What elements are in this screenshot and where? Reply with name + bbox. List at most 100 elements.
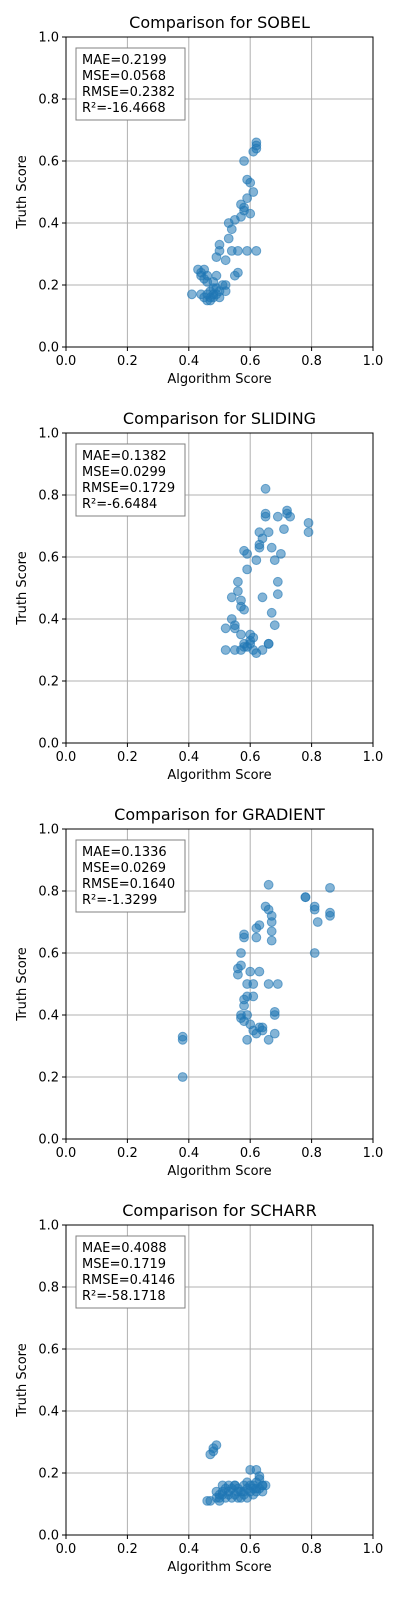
y-tick-label: 0.4 [38, 217, 59, 232]
data-point [220, 255, 231, 266]
data-point [208, 283, 219, 294]
data-point [260, 483, 271, 494]
y-tick-label: 0.8 [38, 1281, 59, 1296]
data-point [242, 246, 253, 256]
stats-line: MAE=0.2199 [82, 53, 167, 68]
data-point [266, 926, 277, 937]
y-tick-label: 0.2 [38, 1071, 59, 1086]
data-point [263, 879, 274, 890]
data-point [266, 910, 277, 921]
data-point [269, 555, 280, 565]
axes-frame [65, 36, 374, 348]
data-point [279, 524, 289, 534]
x-tick-label: 0.6 [240, 354, 261, 369]
x-tick-label: 0.6 [240, 1146, 261, 1161]
data-point [239, 156, 249, 166]
stats-line: MAE=0.1382 [82, 449, 167, 464]
x-tick-label: 0.6 [240, 750, 261, 765]
data-point [233, 246, 243, 256]
data-point [251, 555, 262, 565]
data-point [272, 576, 283, 587]
data-point [257, 645, 268, 655]
y-tick-label: 1.0 [38, 31, 59, 46]
data-point [254, 542, 265, 553]
stats-box [75, 47, 186, 121]
data-point [236, 595, 246, 606]
data-point [236, 960, 246, 971]
data-point [236, 948, 246, 958]
x-tick-label: 0.4 [178, 1146, 199, 1161]
stats-box [75, 839, 186, 913]
y-tick-label: 0.8 [38, 489, 59, 504]
x-tick-label: 1.0 [363, 1146, 384, 1161]
stats-box [75, 443, 186, 517]
chart-2: 0.0 0.2 0.4 0.6 0.8 1.0 0.0 0.2 0.4 0.6 0.8 1.0 Comp… [15, 409, 383, 783]
x-tick-label: 0.8 [301, 354, 322, 369]
x-tick-label: 0.0 [56, 1146, 77, 1161]
y-axis-label: Truth Score [15, 947, 30, 1022]
data-point [211, 270, 222, 281]
y-tick-label: 0.2 [38, 279, 59, 294]
data-point [325, 907, 335, 918]
data-point [269, 1007, 280, 1017]
y-tick-label: 0.2 [38, 675, 59, 690]
stats-line: MSE=0.0568 [82, 69, 166, 84]
y-tick-label: 0.8 [38, 885, 59, 900]
data-point [309, 901, 320, 912]
y-axis-label: Truth Score [15, 1343, 30, 1418]
data-point [266, 542, 277, 553]
stats-line: R²=-6.6484 [82, 497, 157, 512]
stats-line: RMSE=0.4146 [82, 1273, 175, 1288]
x-tick-label: 0.2 [117, 750, 138, 765]
x-tick-label: 0.2 [117, 1146, 138, 1161]
data-point [220, 623, 231, 634]
axes-frame [65, 1224, 374, 1536]
data-point [242, 549, 253, 559]
x-tick-label: 1.0 [363, 354, 384, 369]
data-point [266, 607, 277, 618]
data-point [233, 267, 243, 278]
x-tick-label: 0.2 [117, 354, 138, 369]
data-point [272, 979, 283, 989]
y-tick-label: 1.0 [38, 823, 59, 838]
data-point [229, 623, 240, 634]
data-point [248, 991, 259, 1002]
y-axis-label: Truth Score [15, 551, 30, 626]
data-point [300, 892, 311, 903]
x-tick-label: 0.8 [301, 1542, 322, 1557]
y-tick-label: 0.6 [38, 1343, 59, 1358]
data-point [248, 979, 259, 989]
x-tick-label: 0.8 [301, 1146, 322, 1161]
data-point [214, 1492, 225, 1503]
data-point [312, 917, 323, 927]
chart-3: 0.0 0.2 0.4 0.6 0.8 1.0 0.0 0.2 0.4 0.6 0.8 1.0 Comp… [15, 805, 383, 1179]
stats-line: RMSE=0.2382 [82, 85, 175, 100]
x-axis-label: Algorithm Score [167, 1164, 271, 1179]
y-axis-label: Truth Score [15, 155, 30, 230]
data-point [220, 645, 231, 655]
data-point [285, 511, 296, 522]
y-tick-label: 1.0 [38, 1219, 59, 1234]
y-tick-label: 0.4 [38, 1405, 59, 1420]
chart-title: Comparison for SOBEL [129, 13, 310, 32]
x-tick-label: 0.8 [301, 750, 322, 765]
data-point [251, 143, 262, 154]
data-point [254, 920, 265, 930]
data-point [257, 592, 268, 603]
chart-title: Comparison for GRADIENT [114, 805, 325, 824]
y-tick-label: 0.6 [38, 551, 59, 566]
y-tick-label: 1.0 [38, 427, 59, 442]
y-tick-label: 0.4 [38, 1009, 59, 1024]
stats-line: MSE=0.0299 [82, 465, 166, 480]
stats-line: RMSE=0.1640 [82, 877, 175, 892]
data-point [272, 589, 283, 600]
data-point [242, 564, 253, 575]
x-axis-label: Algorithm Score [167, 768, 271, 783]
data-point [272, 511, 283, 522]
data-point [303, 527, 314, 538]
data-point [245, 208, 256, 219]
data-point [325, 883, 335, 893]
y-tick-label: 0.6 [38, 947, 59, 962]
x-tick-label: 0.6 [240, 1542, 261, 1557]
